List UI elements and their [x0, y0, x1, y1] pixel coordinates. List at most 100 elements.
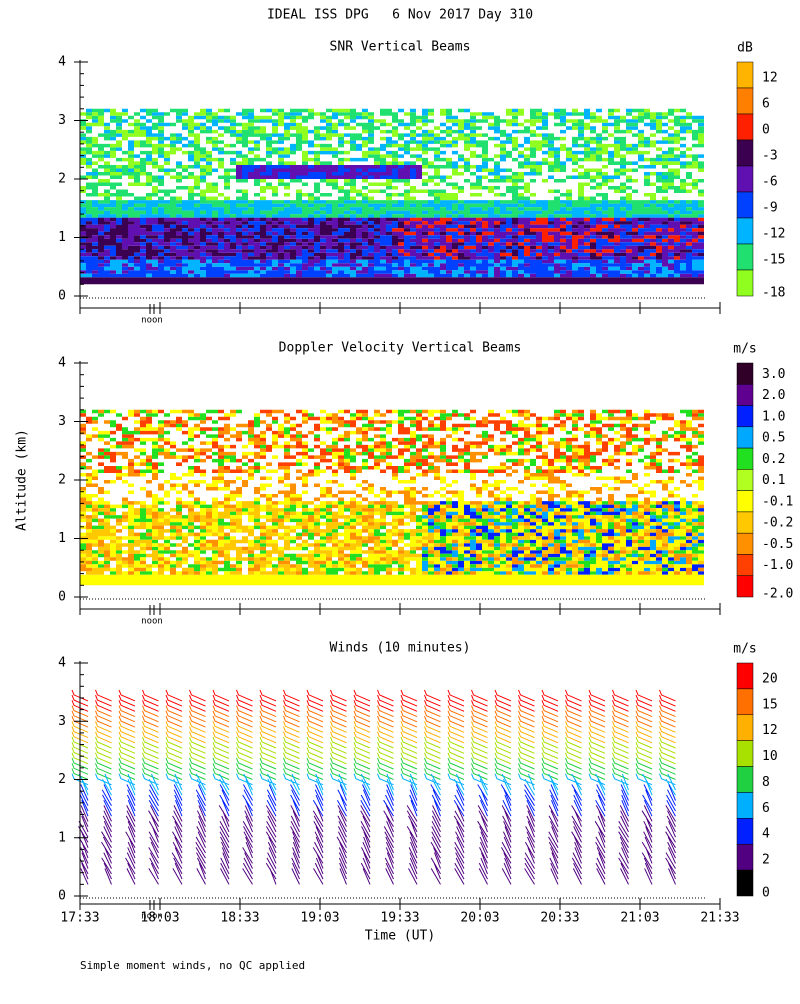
colorbar-label: -2.0	[762, 587, 793, 602]
colorbar-swatch	[736, 384, 754, 406]
colorbar-label: 2.0	[762, 388, 785, 403]
colorbar-swatch	[736, 217, 754, 245]
colorbar-swatch	[736, 191, 754, 219]
colorbar-swatch	[736, 469, 754, 491]
x-tick-label: 19:33	[380, 911, 419, 926]
field-texture	[422, 501, 704, 575]
panel-title: Winds (10 minutes)	[330, 641, 471, 656]
x-tick-label: 19:03	[300, 911, 339, 926]
field-texture	[71, 757, 676, 780]
y-tick-label: 0	[58, 889, 66, 904]
field-texture	[78, 805, 676, 885]
colorbar-label: 0.1	[762, 473, 785, 488]
colorbar-swatch	[736, 843, 754, 871]
panel-title: SNR Vertical Beams	[330, 40, 471, 55]
colorbar-swatch	[736, 405, 754, 428]
field-texture	[80, 501, 704, 575]
noon-marker	[149, 605, 155, 615]
colorbar-label: 12	[762, 71, 778, 86]
colorbar-label: 0.5	[762, 431, 785, 446]
colorbar-label: 3.0	[762, 367, 785, 382]
colorbar-swatch	[736, 362, 754, 385]
noon-label: noon	[141, 617, 163, 627]
colorbar-swatch	[736, 714, 754, 741]
colorbar-swatch	[736, 447, 754, 470]
colorbar-swatch	[736, 792, 754, 819]
colorbar-swatch	[736, 511, 754, 534]
y-tick-label: 2	[58, 772, 66, 787]
field-texture	[71, 773, 676, 796]
colorbar-swatch	[736, 490, 754, 513]
colorbar-label: -1.0	[762, 558, 793, 573]
colorbar-label: 6	[762, 97, 770, 112]
y-tick-label: 4	[58, 656, 66, 671]
field-texture	[71, 689, 676, 712]
x-tick-label: 20:33	[540, 911, 579, 926]
colorbar-swatch	[736, 818, 754, 845]
y-tick-label: 4	[58, 356, 66, 371]
x-tick-label: 21:33	[700, 911, 739, 926]
field-texture	[71, 736, 676, 765]
colorbar-label: -0.1	[762, 494, 793, 509]
x-tick-label: 21:03	[620, 911, 659, 926]
colorbar-unit: m/s	[733, 642, 756, 657]
colorbar-label: -0.5	[762, 537, 793, 552]
colorbar-label: -15	[762, 253, 785, 268]
colorbar-swatch	[736, 61, 754, 89]
figure-title: IDEAL ISS DPG 6 Nov 2017 Day 310	[267, 8, 533, 23]
y-tick-label: 1	[58, 531, 66, 546]
noon-marker	[149, 900, 155, 910]
field-texture	[80, 108, 704, 201]
colorbar-label: 20	[762, 671, 778, 686]
colorbar-swatch	[736, 113, 754, 141]
colorbar-label: -0.2	[762, 516, 793, 531]
x-tick-label: 18:03	[140, 911, 179, 926]
x-axis-label: Time (UT)	[365, 929, 435, 944]
field-texture	[80, 409, 704, 586]
noon-label: noon	[141, 316, 163, 326]
colorbar-swatch	[736, 139, 754, 167]
y-tick-label: 3	[58, 714, 66, 729]
colorbar-swatch	[736, 269, 754, 297]
y-tick-label: 2	[58, 172, 66, 187]
y-tick-label: 0	[58, 289, 66, 304]
field-texture	[79, 784, 676, 817]
colorbar-label: 15	[762, 697, 778, 712]
x-tick-label: 17:33	[60, 911, 99, 926]
colorbar-swatch	[736, 766, 754, 793]
colorbar-label: 0	[762, 123, 770, 138]
colorbar-swatch	[736, 554, 754, 576]
colorbar-swatch	[736, 426, 754, 449]
colorbar-label: 10	[762, 749, 778, 764]
colorbar-label: -9	[762, 201, 778, 216]
colorbar-label: 1.0	[762, 409, 785, 424]
y-tick-label: 1	[58, 830, 66, 845]
field-texture	[80, 409, 704, 575]
panel-title: Doppler Velocity Vertical Beams	[279, 341, 522, 356]
colorbar-swatch	[736, 688, 754, 716]
y-tick-label: 1	[58, 230, 66, 245]
colorbar-unit: m/s	[733, 342, 756, 357]
field-texture	[422, 501, 704, 575]
y-tick-label: 3	[58, 113, 66, 128]
colorbar-label: -12	[762, 227, 785, 242]
x-tick-label: 18:33	[220, 911, 259, 926]
colorbar-swatch	[736, 575, 754, 598]
colorbar-swatch	[736, 662, 754, 690]
field-texture	[80, 165, 704, 278]
colorbar-label: -3	[762, 149, 778, 164]
y-tick-label: 3	[58, 414, 66, 429]
colorbar-label: 8	[762, 775, 770, 790]
y-tick-label: 0	[58, 590, 66, 605]
colorbar-label: 4	[762, 827, 770, 842]
colorbar-unit: dB	[737, 41, 753, 56]
colorbar-swatch	[736, 87, 754, 115]
colorbar-swatch	[736, 243, 754, 271]
y-tick-label: 2	[58, 473, 66, 488]
colorbar-swatch	[736, 869, 754, 897]
colorbar-label: 2	[762, 853, 770, 868]
field-texture	[71, 721, 676, 744]
colorbar-swatch	[736, 532, 754, 555]
field-texture	[80, 409, 704, 575]
